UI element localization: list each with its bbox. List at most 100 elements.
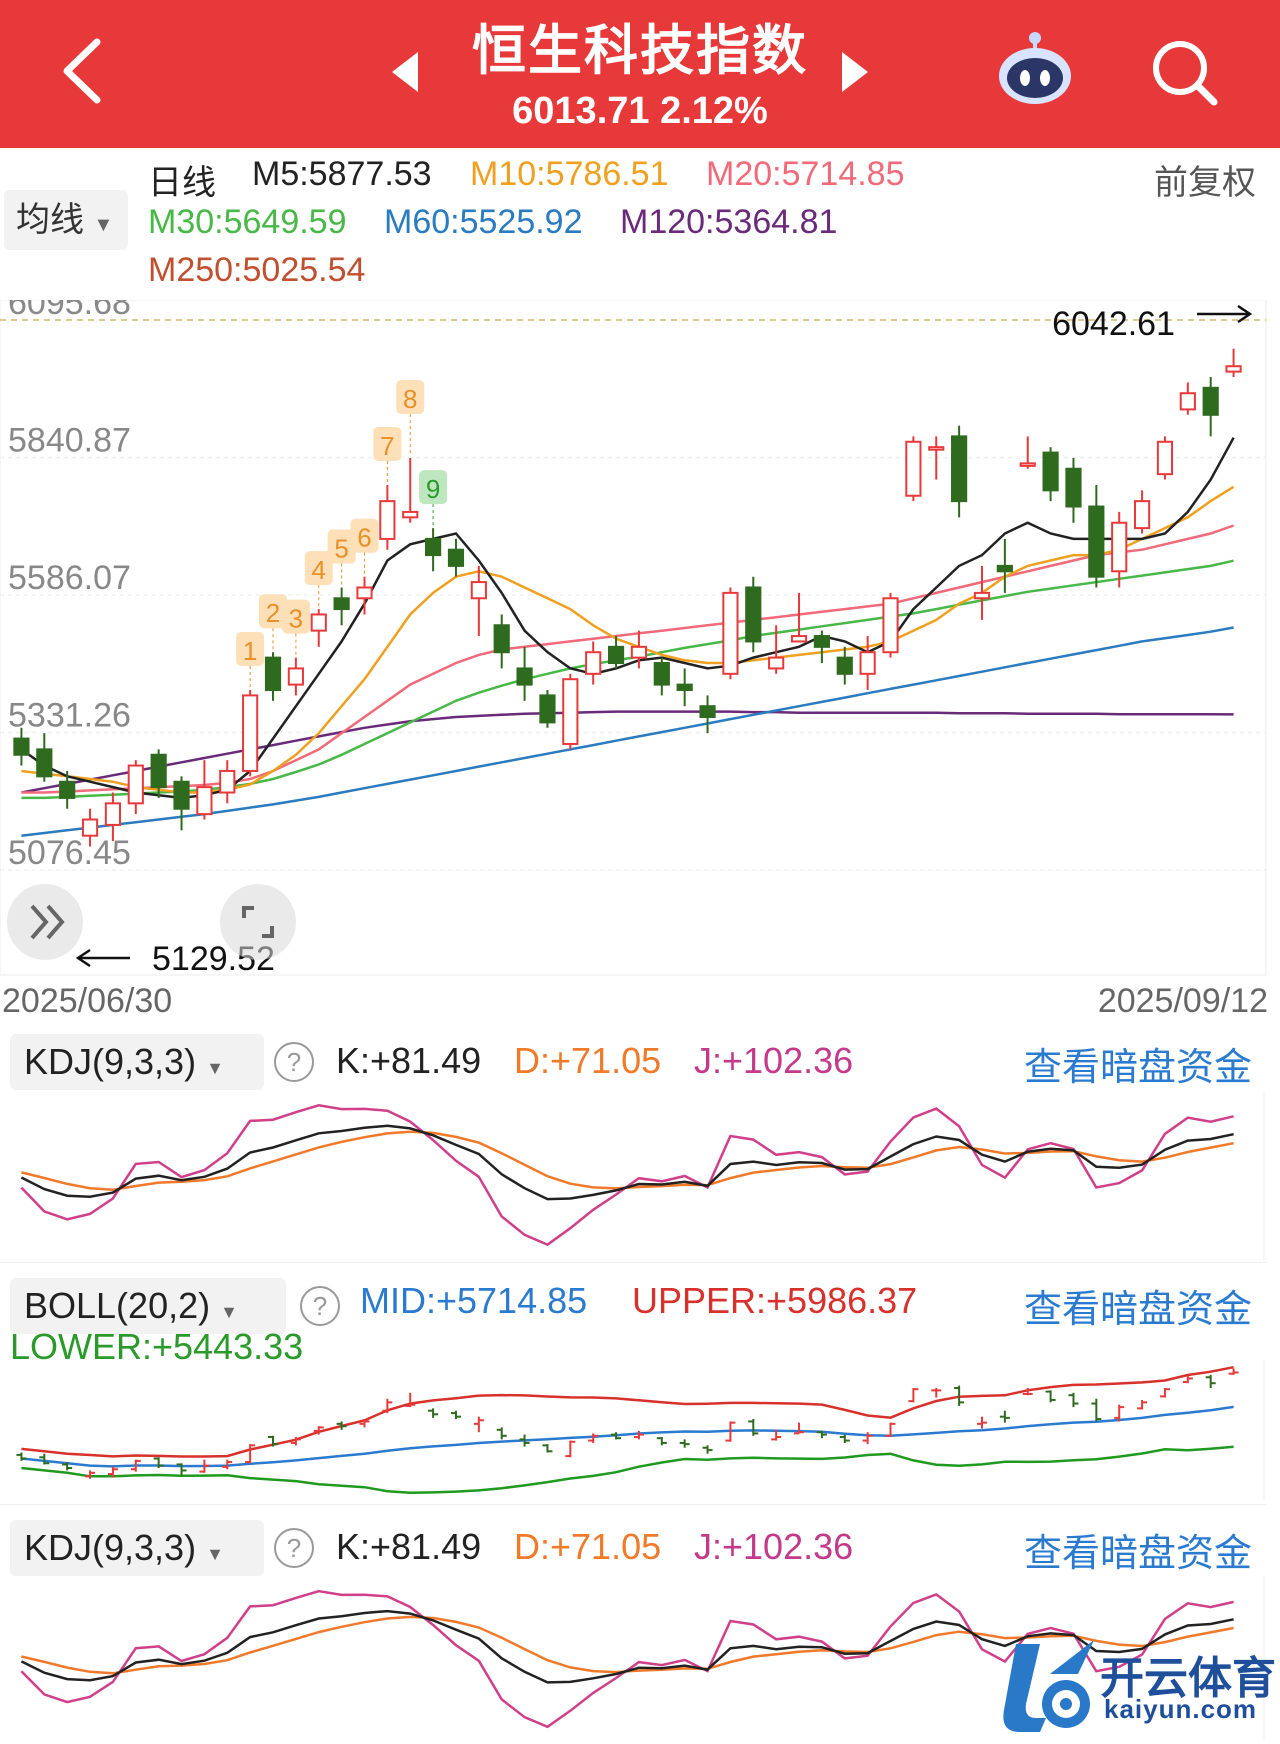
candle [562, 673, 579, 750]
ohlc-bar [519, 1434, 530, 1447]
ohlc-bar [976, 1416, 987, 1429]
candle [425, 528, 442, 572]
watermark-domain: kaiyun.com [1104, 1694, 1258, 1724]
ohlc-bar [450, 1410, 461, 1420]
candle [1202, 377, 1219, 437]
boll-upper-line [21, 1365, 1234, 1458]
kdj-j-line [20, 1104, 1234, 1247]
double-chevron-right-icon [30, 904, 49, 940]
ma60-label: M60:5525.92 [384, 203, 583, 241]
search-icon[interactable] [1150, 38, 1220, 113]
candle [516, 646, 533, 701]
candle [310, 609, 327, 647]
ohlc-bar [130, 1459, 141, 1472]
candle [1225, 348, 1242, 378]
candle [882, 592, 899, 658]
candle [676, 668, 693, 707]
candle [287, 657, 304, 696]
indicator-selector[interactable]: 均线 ▼ [4, 190, 128, 250]
panel-divider [0, 1504, 1266, 1505]
ma30-label: M30:5649.59 [148, 203, 347, 241]
candle [630, 630, 648, 669]
high-price-label: 6042.61 [1052, 305, 1175, 343]
ohlc-bar [702, 1445, 713, 1454]
ohlc-bar [199, 1459, 210, 1473]
ohlc-bar [794, 1422, 805, 1435]
ohlc-bar [931, 1388, 942, 1398]
ohlc-bar [1114, 1404, 1125, 1422]
ohlc-bar [245, 1444, 256, 1464]
ohlc-bar [1228, 1368, 1239, 1375]
robot-assistant-icon[interactable] [995, 28, 1075, 113]
candle [1133, 490, 1151, 534]
ohlc-bar [428, 1408, 439, 1418]
previous-index-icon[interactable] [390, 50, 420, 99]
td-sequence-badge: 2 [259, 594, 288, 651]
dark-pool-fund-link[interactable]: 查看暗盘资金 [1023, 1047, 1252, 1089]
fullscreen-button[interactable] [220, 884, 296, 960]
td-sequence-badge: 6 [350, 518, 379, 575]
ohlc-bar [1091, 1398, 1102, 1422]
candle [127, 760, 144, 815]
kdj-indicator-selector[interactable]: KDJ(9,3,3) ▼ [10, 1034, 264, 1090]
help-icon[interactable]: ? [274, 1528, 314, 1568]
ohlc-bar [153, 1457, 164, 1469]
dark-pool-fund-link[interactable]: 查看暗盘资金 [1023, 1289, 1252, 1331]
ohlc-bar [290, 1436, 301, 1446]
ohlc-bar [542, 1444, 553, 1453]
header-bar: 恒生科技指数 6013.71 2.12% [0, 0, 1280, 148]
td-sequence-badge: 3 [281, 599, 310, 656]
ohlc-bar [1205, 1374, 1216, 1389]
panel-divider [0, 1262, 1266, 1263]
next-index-icon[interactable] [840, 50, 870, 99]
dark-pool-fund-link[interactable]: 查看暗盘资金 [1023, 1533, 1252, 1575]
ohlc-bar [748, 1419, 759, 1436]
ohlc-bar [1022, 1388, 1033, 1396]
back-arrow-icon[interactable] [55, 36, 115, 106]
last-price: 6013.71 [512, 90, 650, 132]
candle [1179, 382, 1196, 415]
price-change-readout: 6013.71 2.12% [0, 90, 1280, 133]
help-icon[interactable]: ? [300, 1286, 340, 1326]
td-sequence-badge: 8 [396, 379, 425, 456]
ohlc-bar [313, 1426, 324, 1435]
candle [59, 770, 76, 809]
ohlc-bar [588, 1433, 599, 1443]
candlestick-chart[interactable]: 12 345 6 78 9 6095.68 5840.87 5586.07 5331.26 50… [0, 300, 1270, 980]
ohlc-bar [16, 1452, 27, 1461]
candle [836, 646, 853, 685]
candle [104, 792, 122, 842]
svg-text:7: 7 [380, 431, 394, 461]
candle [219, 760, 236, 804]
candle [1088, 484, 1105, 588]
candle [1156, 436, 1174, 480]
high-arrow-icon [1197, 304, 1253, 324]
candle [722, 587, 739, 680]
help-icon[interactable]: ? [274, 1042, 314, 1082]
adjust-mode-button[interactable]: 前复权 [1154, 164, 1256, 202]
expand-sidebar-button[interactable] [7, 884, 83, 960]
y-tick-label: 5586.07 [8, 559, 131, 597]
candle [653, 657, 670, 696]
ma10-label: M10:5786.51 [470, 155, 669, 193]
ohlc-bar [176, 1463, 187, 1476]
boll-chart [16, 1360, 1265, 1500]
watermark-logo: 开云体育 kaiyun.com [996, 1634, 1278, 1738]
boll-indicator-selector[interactable]: BOLL(20,2) ▼ [10, 1278, 286, 1334]
candle [356, 576, 373, 615]
ohlc-bar [908, 1388, 919, 1403]
candle [333, 587, 350, 626]
ohlc-bar [359, 1419, 370, 1428]
ohlc-bar [862, 1432, 873, 1445]
kdj-chart [20, 1576, 1265, 1742]
ohlc-bar [954, 1385, 965, 1406]
candle [173, 776, 190, 831]
candle [790, 592, 808, 643]
kdj-k-line [20, 1124, 1234, 1201]
kdj-indicator-selector[interactable]: KDJ(9,3,3) ▼ [10, 1520, 264, 1576]
candle [905, 436, 922, 502]
td-sequence-badge: 9 [419, 470, 448, 527]
ohlc-bar [999, 1410, 1010, 1423]
candle [539, 690, 556, 728]
candle [996, 538, 1013, 593]
